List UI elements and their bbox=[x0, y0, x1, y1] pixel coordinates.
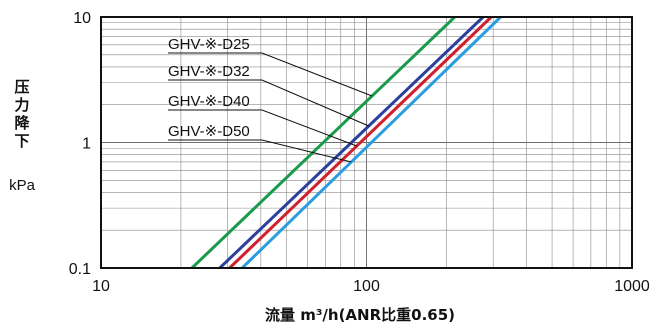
x-tick-label: 10 bbox=[92, 278, 110, 295]
y-tick-label: 10 bbox=[73, 10, 91, 27]
series-line-3 bbox=[228, 15, 493, 270]
y-axis-title-char-4: 下 bbox=[14, 132, 29, 150]
x-axis-title: 流量 m³/h(ANR比重0.65) bbox=[265, 306, 455, 324]
y-axis-title-char-2: 力 bbox=[14, 96, 29, 114]
plot-frame bbox=[100, 16, 633, 269]
grid bbox=[101, 17, 632, 268]
x-tick-label: 1000 bbox=[614, 278, 650, 295]
y-axis-title-char-3: 降 bbox=[14, 114, 30, 132]
series-label-2: GHV-※-D32 bbox=[168, 63, 250, 80]
y-axis-unit: kPa bbox=[9, 177, 36, 194]
series-line-1 bbox=[190, 15, 456, 270]
series-leader-4 bbox=[168, 139, 352, 163]
tick-labels: 10 100 1000 0.1 1 10 bbox=[69, 10, 650, 295]
label-leaders bbox=[168, 52, 373, 163]
series-line-4 bbox=[241, 15, 502, 270]
y-axis-title-char-1: 压 bbox=[14, 78, 29, 96]
x-tick-label: 100 bbox=[353, 278, 380, 295]
series-leader-1 bbox=[168, 52, 373, 97]
series-label-3: GHV-※-D40 bbox=[168, 93, 250, 110]
y-tick-label: 1 bbox=[82, 136, 91, 153]
series-label-4: GHV-※-D50 bbox=[168, 123, 250, 140]
series-leader-3 bbox=[168, 109, 357, 147]
series-label-1: GHV-※-D25 bbox=[168, 36, 250, 53]
series-line-2 bbox=[218, 15, 485, 270]
series-lines bbox=[190, 15, 502, 270]
y-tick-label: 0.1 bbox=[69, 261, 91, 278]
series-labels: GHV-※-D25 GHV-※-D32 GHV-※-D40 GHV-※-D50 bbox=[168, 36, 250, 140]
series-leader-2 bbox=[168, 79, 369, 127]
